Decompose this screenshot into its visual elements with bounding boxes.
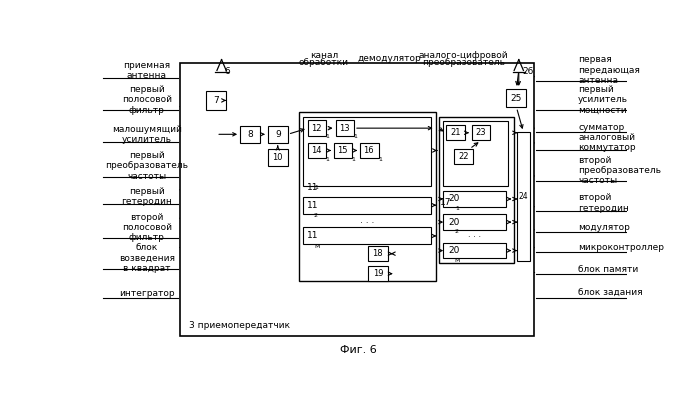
Text: 1: 1 — [353, 134, 357, 139]
Text: 7: 7 — [213, 96, 219, 105]
Text: 20: 20 — [448, 246, 459, 255]
Bar — [443, 121, 508, 186]
Bar — [447, 125, 465, 140]
Bar — [472, 125, 490, 140]
Bar — [308, 120, 326, 136]
Bar — [368, 266, 388, 281]
Bar — [268, 149, 288, 166]
Bar — [240, 126, 260, 143]
Text: 1: 1 — [352, 157, 356, 162]
Text: приемная
антенна: приемная антенна — [123, 61, 171, 80]
Text: 6: 6 — [224, 67, 231, 77]
Text: M: M — [314, 244, 319, 249]
Text: 20: 20 — [448, 195, 459, 204]
Text: 15: 15 — [337, 146, 347, 155]
Text: сумматор: сумматор — [578, 123, 624, 132]
Bar — [443, 191, 507, 207]
Text: второй
преобразователь
частоты: второй преобразователь частоты — [578, 155, 661, 186]
Text: 22: 22 — [458, 152, 468, 161]
Text: 1: 1 — [455, 206, 459, 211]
Text: 12: 12 — [311, 124, 322, 133]
Text: 2: 2 — [314, 213, 318, 218]
Text: 11: 11 — [307, 232, 319, 241]
Text: блок памяти: блок памяти — [578, 265, 638, 274]
Text: Фиг. 6: Фиг. 6 — [340, 345, 377, 354]
Text: аналоговый
коммутатор: аналоговый коммутатор — [578, 133, 635, 153]
Bar — [303, 228, 431, 245]
Bar — [368, 246, 388, 261]
Text: 1: 1 — [326, 134, 329, 139]
Text: 16: 16 — [363, 146, 374, 155]
Bar — [517, 132, 530, 261]
Text: 13: 13 — [339, 124, 350, 133]
Bar — [360, 143, 379, 158]
Text: преобразователь: преобразователь — [421, 58, 505, 67]
Bar — [507, 89, 526, 107]
Text: второй
гетеродин: второй гетеродин — [578, 193, 629, 212]
Bar — [308, 143, 326, 158]
Text: 2: 2 — [455, 229, 459, 234]
Bar — [334, 143, 352, 158]
Text: 9: 9 — [275, 130, 280, 139]
Text: 25: 25 — [511, 94, 522, 103]
Text: 17: 17 — [440, 198, 452, 207]
Text: 19: 19 — [373, 269, 383, 278]
Text: малошумящий
усилитель: малошумящий усилитель — [112, 125, 182, 144]
Text: первый
полосовой
фильтр: первый полосовой фильтр — [122, 85, 172, 114]
Text: 8: 8 — [247, 130, 253, 139]
Text: 23: 23 — [476, 128, 487, 137]
Text: 26: 26 — [522, 67, 533, 77]
Text: 21: 21 — [450, 128, 461, 137]
Bar — [439, 116, 514, 263]
Bar — [443, 243, 507, 258]
Text: 11: 11 — [307, 183, 319, 192]
Text: демодулятор: демодулятор — [358, 54, 421, 63]
Bar — [443, 214, 507, 230]
Text: 24: 24 — [519, 192, 528, 201]
Bar — [298, 112, 435, 281]
Text: блок
возведения
в квадрат: блок возведения в квадрат — [119, 243, 175, 273]
Text: первый
усилитель
мощности: первый усилитель мощности — [578, 85, 628, 114]
Text: канал: канал — [310, 50, 338, 59]
Text: 1: 1 — [378, 157, 382, 162]
Bar — [303, 197, 431, 214]
Text: . . .: . . . — [468, 230, 482, 239]
Text: интегратор: интегратор — [119, 289, 175, 298]
Text: M: M — [455, 258, 460, 263]
Text: первый
преобразователь
частоты: первый преобразователь частоты — [106, 151, 188, 181]
Text: 14: 14 — [311, 146, 322, 155]
Text: 10: 10 — [273, 153, 283, 162]
Bar — [303, 116, 431, 186]
Text: модулятор: модулятор — [578, 223, 630, 232]
Text: 1: 1 — [314, 185, 318, 190]
Text: первый
гетеродин: первый гетеродин — [122, 187, 173, 206]
Bar — [336, 120, 354, 136]
Text: второй
полосовой
фильтр: второй полосовой фильтр — [122, 212, 172, 243]
Text: 11: 11 — [307, 201, 319, 210]
Text: 20: 20 — [448, 218, 459, 227]
Bar — [454, 149, 473, 164]
Text: блок задания: блок задания — [578, 289, 642, 298]
Text: 3 приемопередатчик: 3 приемопередатчик — [189, 321, 290, 330]
Text: микроконтроллер: микроконтроллер — [578, 243, 664, 252]
Text: 18: 18 — [373, 249, 383, 258]
Text: аналого-цифровой: аналого-цифровой — [419, 50, 508, 59]
Text: 1: 1 — [326, 157, 329, 162]
Bar — [180, 63, 534, 336]
Bar — [268, 126, 288, 143]
Bar — [206, 91, 226, 109]
Text: первая
передающая
антенна: первая передающая антенна — [578, 55, 640, 85]
Text: . . .: . . . — [360, 216, 374, 225]
Text: обработки: обработки — [299, 58, 349, 67]
